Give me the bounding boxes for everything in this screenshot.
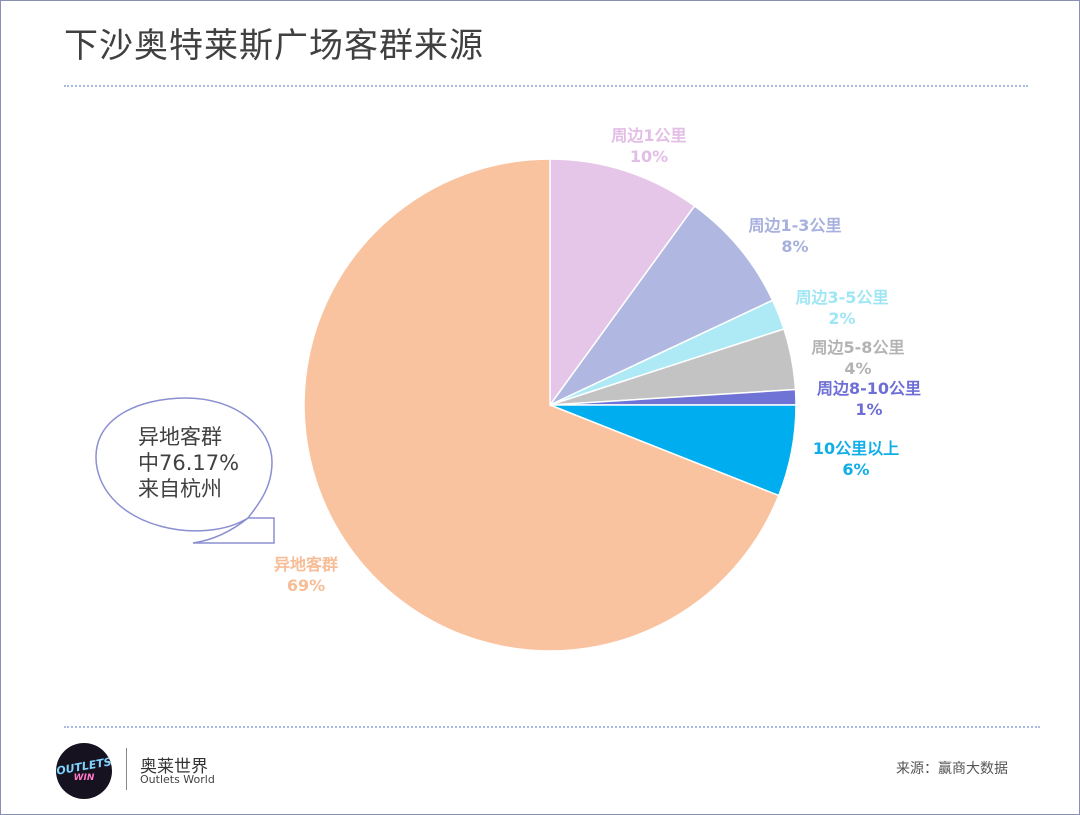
slice-label: 周边1公里 [611,126,686,145]
data-source: 来源：赢商大数据 [896,761,1008,777]
callout-line: 中76.17% [138,451,240,475]
pie-slice [303,158,780,652]
footer-divider [64,726,1040,728]
slice-percent: 1% [855,400,882,419]
pie-labels: 周边1公里 10% 周边1-3公里 8% 周边3-5公里 2% 周边5-8公里 4%周边8-1… [274,126,921,595]
callout-line: 异地客群 [138,425,222,449]
brand-name-cn: 奥莱世界 [140,757,208,777]
slice-percent: 69% [287,576,325,595]
page-title: 下沙奥特莱斯广场客群来源 [64,26,484,66]
brand-name-en: Outlets World [140,773,215,786]
callout-line: 来自杭州 [138,477,222,501]
slice-label: 周边3-5公里 [796,288,889,307]
pie-slice [549,158,696,408]
pie-slices [303,158,797,652]
slice-label: 周边5-8公里 [812,338,905,357]
logo-separator [126,748,127,790]
slice-percent: 2% [828,309,855,328]
slice-percent: 6% [842,460,869,479]
slice-label: 异地客群 [274,555,338,574]
slice-label: 10公里以上 [813,439,899,458]
slice-label: 周边8-10公里 [817,379,921,398]
slice-percent: 4% [844,359,871,378]
pie-slice [549,204,774,406]
title-divider [64,85,1028,87]
slice-label: 周边1-3公里 [749,216,842,235]
callout-bubble [95,397,275,544]
slice-percent: 10% [630,147,668,166]
logo-text: WIN [73,773,95,783]
callout-text: 异地客群 中76.17% 来自杭州 [138,424,278,502]
outlets-world-logo: OUTLETS WIN [56,743,112,799]
slice-percent: 8% [781,237,808,256]
